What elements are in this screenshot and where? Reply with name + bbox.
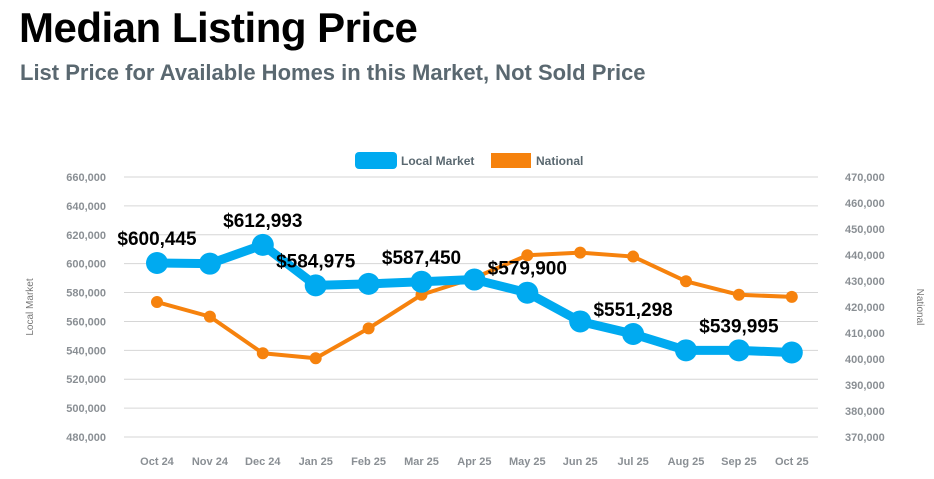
data-point	[675, 339, 697, 362]
left-tick-label: 600,000	[66, 259, 106, 271]
data-point	[569, 310, 592, 333]
right-tick-label: 470,000	[845, 172, 885, 184]
data-point	[732, 288, 745, 301]
left-tick-label: 540,000	[66, 345, 106, 357]
right-tick-label: 420,000	[845, 302, 885, 314]
data-label: $584,975	[276, 251, 356, 272]
left-tick-label: 660,000	[66, 172, 106, 184]
x-tick-label: Oct 25	[775, 456, 809, 468]
x-tick-label: Sep 25	[721, 456, 756, 468]
data-label: $587,450	[382, 248, 461, 269]
right-tick-label: 410,000	[845, 328, 885, 340]
data-point	[146, 252, 168, 275]
data-point	[410, 270, 433, 293]
page-title: Median Listing Price	[19, 4, 418, 51]
data-point	[251, 233, 274, 256]
data-point	[516, 281, 539, 304]
left-tick-label: 500,000	[66, 403, 106, 415]
x-tick-label: Jun 25	[563, 456, 598, 468]
series-line	[156, 240, 792, 357]
x-tick-label: Aug 25	[668, 456, 705, 468]
series-local-market	[146, 233, 803, 364]
legend: Local Market National	[355, 152, 583, 169]
left-tick-label: 580,000	[66, 288, 106, 300]
legend-label-national: National	[536, 154, 583, 168]
x-tick-label: Jan 25	[299, 456, 333, 468]
right-tick-label: 390,000	[845, 380, 885, 392]
legend-swatch-national	[491, 153, 531, 168]
right-tick-label: 370,000	[845, 432, 885, 444]
data-point	[304, 274, 327, 297]
x-tick-label: Nov 24	[192, 456, 229, 468]
right-tick-label: 450,000	[845, 224, 885, 236]
left-tick-label: 520,000	[66, 374, 106, 386]
data-point	[362, 322, 375, 335]
data-label: $551,298	[593, 300, 672, 321]
x-tick-label: Apr 25	[457, 456, 491, 468]
x-tick-label: May 25	[509, 456, 546, 468]
left-tick-label: 560,000	[66, 316, 106, 328]
right-tick-label: 380,000	[845, 406, 885, 418]
data-label: $539,995	[699, 316, 779, 337]
data-point	[627, 250, 640, 263]
data-point	[151, 296, 163, 309]
x-tick-label: Oct 24	[140, 456, 175, 468]
right-axis-label: National	[914, 289, 925, 326]
data-point	[727, 339, 750, 362]
data-label: $579,900	[488, 259, 567, 280]
legend-swatch-local	[355, 152, 397, 169]
data-label: $612,993	[223, 211, 302, 232]
right-tick-label: 430,000	[845, 276, 885, 288]
data-point	[521, 249, 534, 262]
data-point	[463, 268, 486, 291]
left-axis-label: Local Market	[25, 278, 36, 335]
data-point	[357, 272, 380, 295]
right-tick-label: 440,000	[845, 250, 885, 262]
data-point	[680, 275, 692, 288]
left-tick-label: 480,000	[66, 432, 106, 444]
series-line	[156, 250, 792, 361]
data-point	[780, 341, 803, 364]
data-point	[203, 310, 216, 323]
data-point	[622, 323, 645, 346]
data-point	[198, 252, 221, 275]
x-tick-label: Dec 24	[245, 456, 281, 468]
data-point	[574, 246, 587, 259]
right-tick-label: 400,000	[845, 354, 885, 366]
right-tick-label: 460,000	[845, 198, 885, 210]
data-label: $600,445	[117, 229, 197, 250]
x-tick-label: Feb 25	[351, 456, 386, 468]
page-subtitle: List Price for Available Homes in this M…	[20, 60, 646, 85]
legend-label-local: Local Market	[401, 154, 474, 168]
left-tick-label: 640,000	[66, 201, 106, 213]
x-tick-label: Mar 25	[404, 456, 439, 468]
left-tick-label: 620,000	[66, 230, 106, 242]
x-tick-label: Jul 25	[618, 456, 649, 468]
data-point	[309, 352, 322, 365]
data-point	[256, 347, 269, 360]
data-point	[785, 290, 798, 303]
